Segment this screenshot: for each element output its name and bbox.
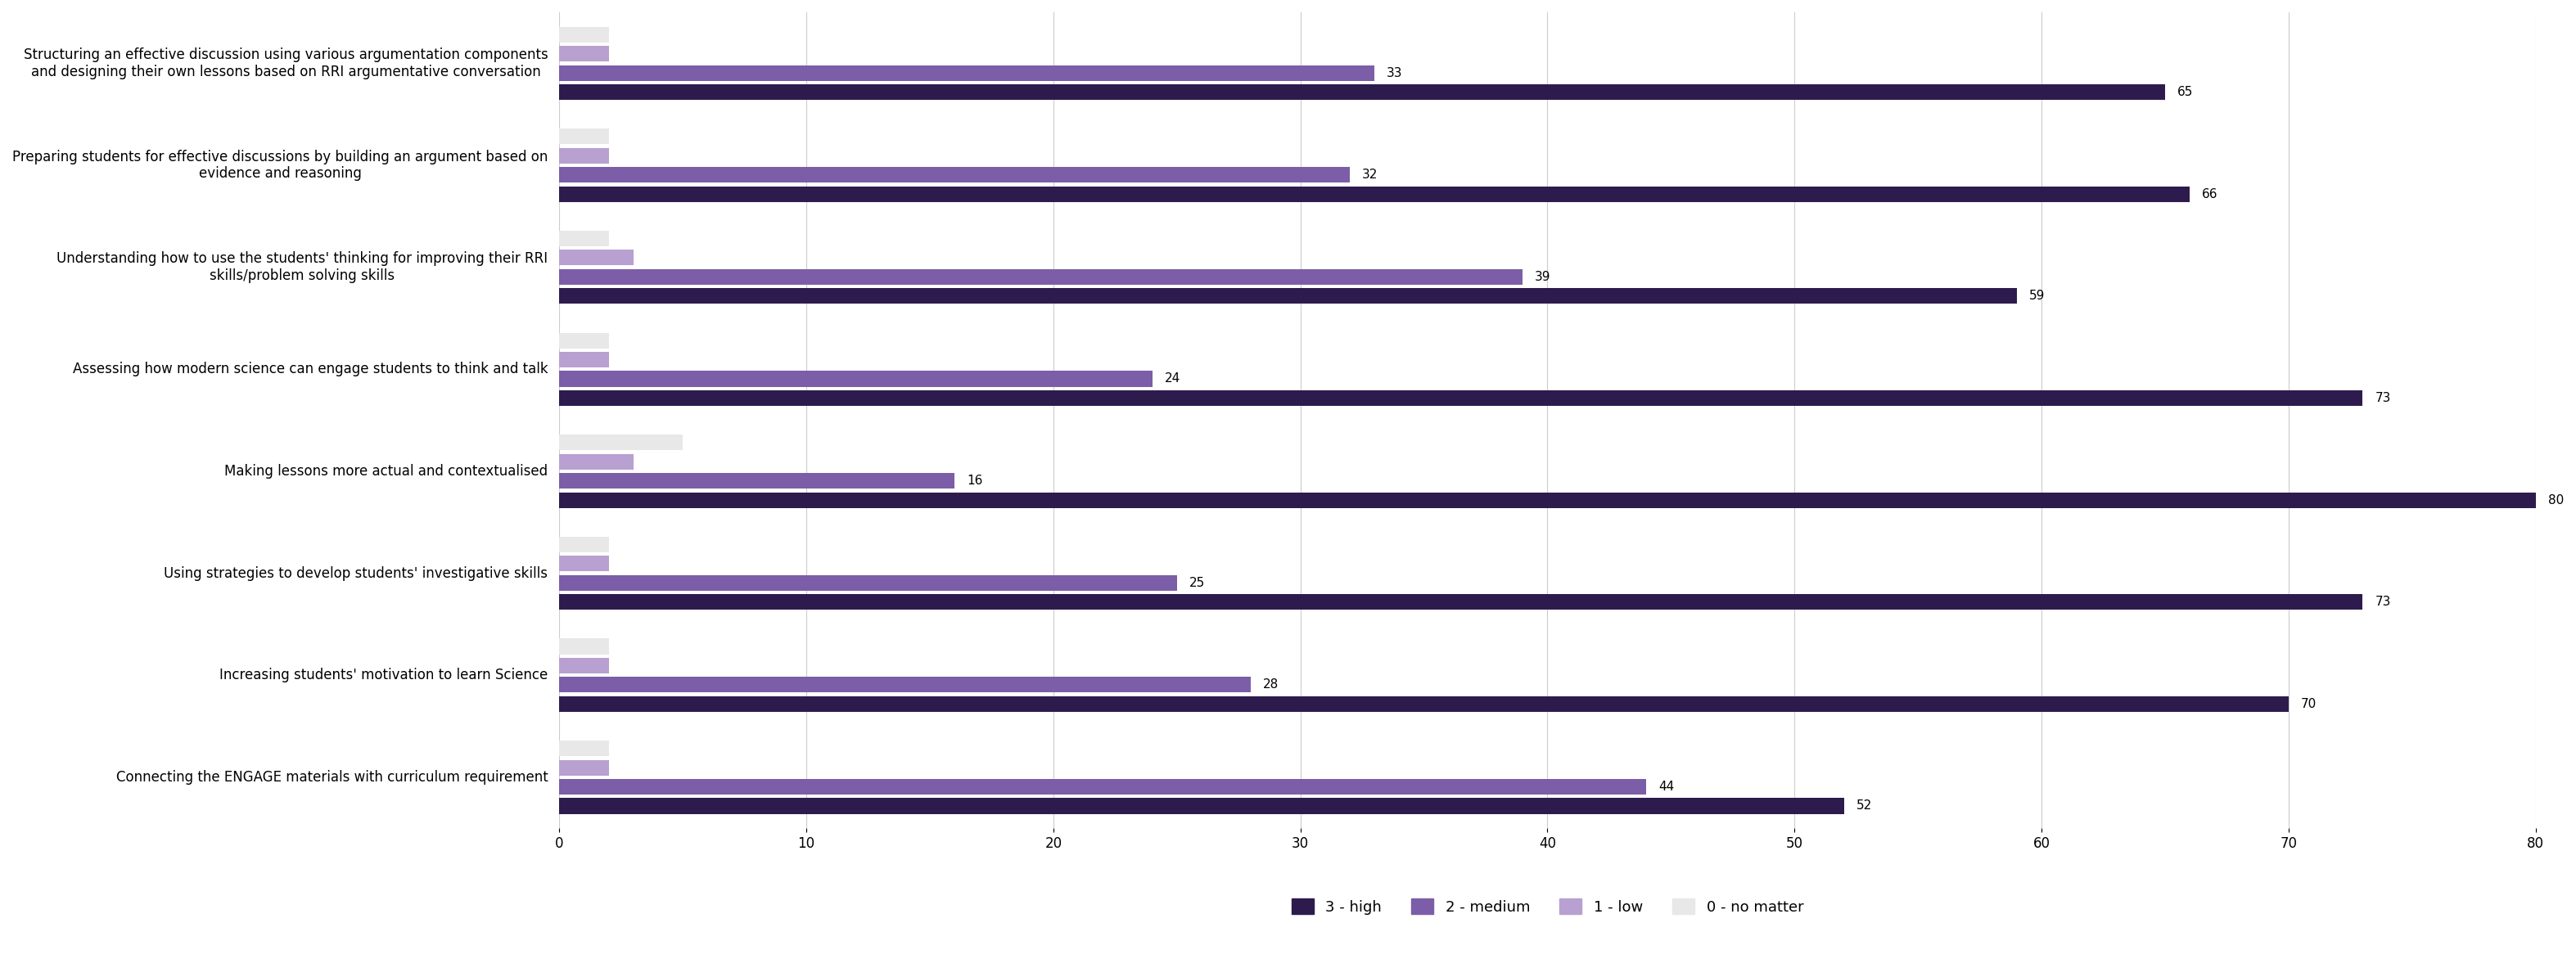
Bar <box>559 473 956 488</box>
Bar <box>559 352 608 367</box>
Text: 65: 65 <box>2177 86 2192 99</box>
Bar <box>559 556 608 572</box>
Text: 73: 73 <box>2375 392 2391 404</box>
Bar <box>559 390 2362 405</box>
Bar <box>559 269 1522 284</box>
Text: 32: 32 <box>1363 169 1378 181</box>
Bar <box>559 26 608 42</box>
Bar <box>559 798 1844 814</box>
Text: 73: 73 <box>2375 596 2391 608</box>
Bar <box>559 760 608 776</box>
Bar <box>559 779 1646 794</box>
Bar <box>559 492 2535 508</box>
Bar <box>559 536 608 552</box>
Bar <box>559 84 2164 100</box>
Bar <box>559 288 2017 304</box>
Text: 24: 24 <box>1164 372 1180 385</box>
Bar <box>559 332 608 348</box>
Text: 25: 25 <box>1190 576 1206 589</box>
Bar <box>559 454 634 469</box>
Bar <box>559 741 608 756</box>
Bar <box>559 658 608 673</box>
Text: 52: 52 <box>1857 800 1873 812</box>
Bar <box>559 167 1350 183</box>
Bar <box>559 65 1376 81</box>
Bar <box>559 148 608 163</box>
Bar <box>559 639 608 655</box>
Text: 39: 39 <box>1535 271 1551 283</box>
Bar <box>559 371 1151 387</box>
Bar <box>559 250 634 266</box>
Bar <box>559 677 1252 693</box>
Bar <box>559 231 608 246</box>
Bar <box>559 697 2287 712</box>
Bar <box>559 129 608 145</box>
Text: 33: 33 <box>1386 66 1404 79</box>
Text: 28: 28 <box>1262 679 1280 691</box>
Bar <box>559 46 608 62</box>
Bar <box>559 187 2190 202</box>
Text: 44: 44 <box>1659 781 1674 793</box>
Text: 16: 16 <box>966 475 981 487</box>
Text: 59: 59 <box>2030 290 2045 302</box>
Bar <box>559 575 1177 591</box>
Text: 66: 66 <box>2202 188 2218 200</box>
Bar <box>559 435 683 450</box>
Text: 70: 70 <box>2300 698 2316 710</box>
Text: 80: 80 <box>2548 494 2563 506</box>
Legend: 3 - high, 2 - medium, 1 - low, 0 - no matter: 3 - high, 2 - medium, 1 - low, 0 - no ma… <box>1285 893 1808 920</box>
Bar <box>559 594 2362 610</box>
